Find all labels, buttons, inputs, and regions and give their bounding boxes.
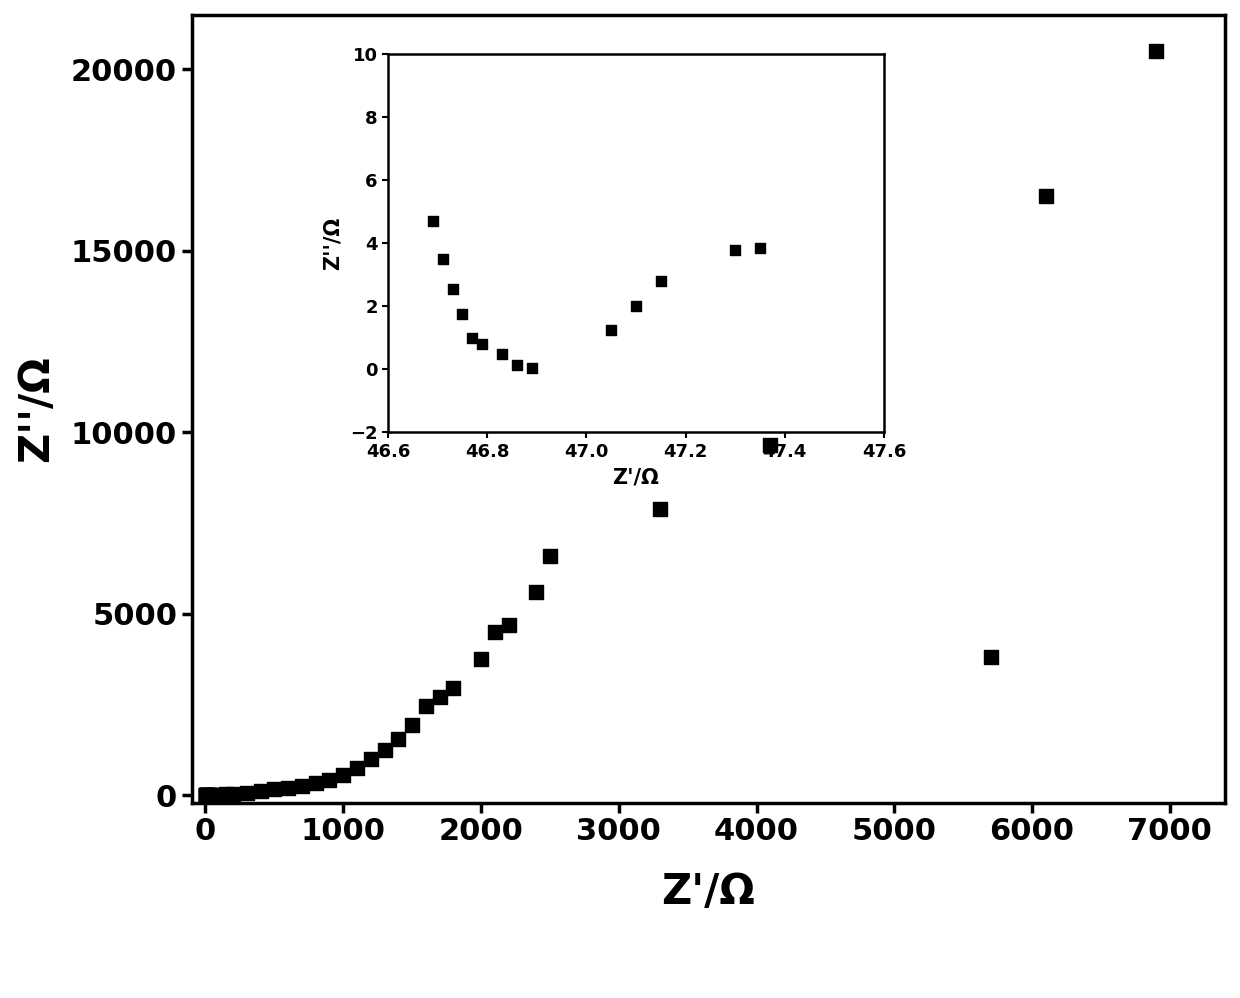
Point bbox=[216, 786, 236, 802]
Point bbox=[197, 787, 217, 803]
Y-axis label: Z''/Ω: Z''/Ω bbox=[15, 355, 57, 462]
Point bbox=[361, 751, 381, 767]
Y-axis label: Z''/Ω: Z''/Ω bbox=[324, 217, 343, 270]
Point bbox=[388, 732, 408, 748]
Point bbox=[1146, 43, 1166, 59]
Point bbox=[760, 437, 780, 453]
Point bbox=[334, 766, 353, 782]
Point bbox=[200, 787, 219, 803]
Point bbox=[626, 298, 646, 314]
Point bbox=[526, 584, 546, 600]
Point bbox=[651, 273, 671, 289]
Point bbox=[443, 281, 463, 297]
Point bbox=[320, 771, 340, 787]
Point bbox=[306, 775, 326, 791]
Point bbox=[471, 652, 491, 668]
Point bbox=[206, 786, 226, 802]
Point bbox=[423, 214, 443, 230]
Point bbox=[196, 787, 216, 803]
Point bbox=[402, 717, 422, 733]
Point bbox=[196, 787, 216, 803]
Point bbox=[539, 548, 559, 564]
Point bbox=[197, 787, 217, 803]
Point bbox=[507, 356, 527, 372]
Point bbox=[444, 681, 464, 697]
Point bbox=[981, 650, 1001, 666]
Point bbox=[1035, 189, 1055, 205]
Point bbox=[347, 760, 367, 776]
Point bbox=[650, 501, 670, 517]
Point bbox=[750, 241, 770, 256]
Point bbox=[498, 617, 518, 633]
Point bbox=[430, 690, 450, 706]
Point bbox=[291, 777, 311, 793]
Point bbox=[278, 780, 298, 796]
Point bbox=[237, 784, 257, 800]
X-axis label: Z'/Ω: Z'/Ω bbox=[661, 871, 755, 913]
Point bbox=[196, 787, 216, 803]
Point bbox=[463, 330, 482, 346]
Point bbox=[250, 783, 270, 799]
Point bbox=[433, 251, 453, 267]
Point bbox=[223, 785, 243, 801]
Point bbox=[210, 786, 229, 802]
Point bbox=[196, 787, 216, 803]
X-axis label: Z'/Ω: Z'/Ω bbox=[613, 468, 660, 488]
Point bbox=[264, 781, 284, 797]
Point bbox=[374, 742, 394, 757]
Point bbox=[522, 360, 542, 376]
Point bbox=[196, 787, 216, 803]
Point bbox=[415, 699, 435, 715]
Point bbox=[453, 306, 472, 322]
Point bbox=[198, 787, 218, 803]
Point bbox=[485, 624, 505, 640]
Point bbox=[492, 345, 512, 361]
Point bbox=[202, 787, 222, 803]
Point bbox=[725, 242, 745, 257]
Point bbox=[472, 336, 492, 352]
Point bbox=[857, 312, 877, 328]
Point bbox=[601, 322, 621, 338]
Point bbox=[197, 787, 217, 803]
